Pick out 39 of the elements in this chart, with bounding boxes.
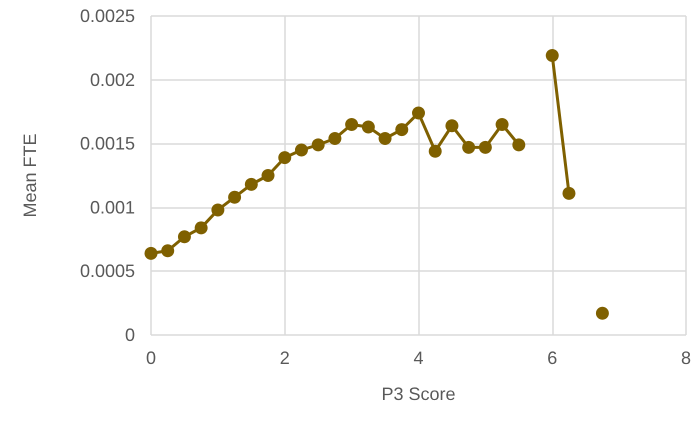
- point: [596, 306, 609, 320]
- point: [546, 49, 559, 62]
- y-tick-label: 0.001: [90, 197, 135, 218]
- point: [278, 151, 292, 164]
- point: [345, 118, 358, 131]
- point: [312, 138, 325, 152]
- point: [262, 169, 275, 182]
- point: [378, 132, 392, 145]
- point: [478, 140, 492, 154]
- point: [228, 190, 242, 204]
- y-axis-title: Mean FTE: [20, 133, 40, 218]
- point: [496, 118, 509, 131]
- point: [211, 203, 224, 216]
- y-tick-label: 0.0015: [80, 134, 135, 154]
- y-tick-label: 0.0005: [80, 261, 135, 282]
- point: [445, 119, 458, 132]
- point: [428, 144, 442, 158]
- point: [328, 132, 342, 145]
- y-tick-label: 0.0025: [80, 6, 135, 26]
- point: [178, 230, 191, 244]
- x-tick-label: 2: [280, 348, 290, 368]
- x-axis-title: P3 Score: [381, 384, 456, 404]
- point: [194, 221, 208, 234]
- x-tick-label: 6: [547, 348, 558, 368]
- point: [462, 140, 476, 154]
- point: [512, 138, 526, 152]
- point: [294, 143, 308, 156]
- y-tick-label: 0.002: [90, 70, 135, 90]
- x-tick-label: 8: [680, 348, 692, 368]
- point: [144, 246, 158, 260]
- y-tick-label: 0: [124, 325, 135, 345]
- point: [562, 186, 576, 200]
- point: [161, 244, 174, 258]
- point: [412, 106, 425, 120]
- x-tick-label: 4: [413, 348, 424, 368]
- point: [395, 123, 408, 136]
- x-tick-label: 0: [146, 348, 156, 368]
- point: [244, 178, 258, 191]
- point: [362, 120, 375, 134]
